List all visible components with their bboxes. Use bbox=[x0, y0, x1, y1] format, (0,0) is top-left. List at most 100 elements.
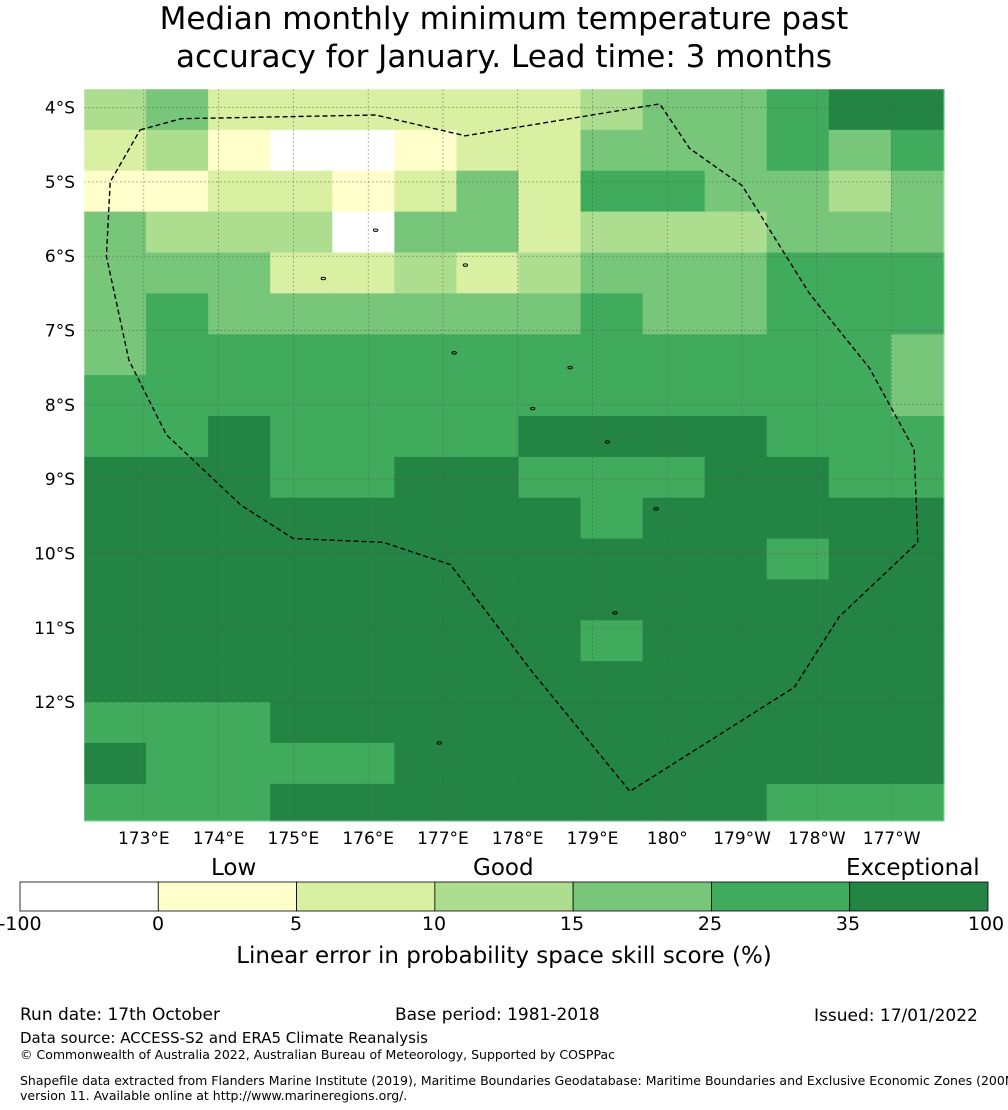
island-outline bbox=[436, 741, 442, 745]
grid-cell bbox=[332, 375, 395, 417]
grid-cell bbox=[208, 579, 271, 621]
grid-cell bbox=[146, 252, 209, 294]
lat-tick-label: 5°S bbox=[45, 173, 75, 193]
grid-cell bbox=[828, 661, 892, 703]
shapefile-credit-line-1: Shapefile data extracted from Flanders M… bbox=[20, 1073, 1008, 1088]
grid-cell bbox=[890, 579, 945, 621]
grid-cell bbox=[84, 375, 147, 417]
grid-cell bbox=[766, 783, 830, 822]
grid-cell bbox=[270, 579, 333, 621]
island-outline bbox=[567, 365, 573, 370]
grid-cell bbox=[456, 375, 520, 417]
grid-cell bbox=[580, 293, 644, 335]
grid-cell bbox=[456, 742, 520, 785]
grid-cell bbox=[84, 456, 147, 499]
lon-tick-label: 178°W bbox=[788, 829, 846, 849]
grid-cell bbox=[84, 252, 147, 294]
grid-cell bbox=[394, 293, 458, 335]
grid-cell bbox=[270, 211, 333, 254]
grid-cell bbox=[332, 293, 395, 335]
grid-cell bbox=[518, 415, 582, 458]
grid-cell bbox=[332, 89, 395, 131]
grid-cell bbox=[704, 293, 768, 335]
grid-cell bbox=[580, 129, 644, 172]
grid-cell bbox=[332, 579, 395, 621]
grid-cell bbox=[766, 538, 830, 581]
grid-cell bbox=[146, 497, 209, 540]
grid-cell bbox=[518, 334, 582, 376]
grid-cell bbox=[456, 661, 520, 703]
grid-cell bbox=[270, 702, 333, 744]
grid-cell bbox=[394, 538, 458, 581]
grid-cell bbox=[332, 620, 395, 662]
grid-cell bbox=[642, 620, 706, 662]
grid-cell bbox=[890, 661, 945, 703]
grid-cell bbox=[642, 129, 706, 172]
grid-cell bbox=[270, 129, 333, 172]
grid-cell bbox=[146, 661, 209, 703]
grid-cell bbox=[394, 89, 458, 131]
grid-cell bbox=[828, 538, 892, 581]
grid-cell bbox=[208, 702, 271, 744]
grid-cell bbox=[146, 783, 209, 822]
grid-cell bbox=[208, 89, 271, 131]
eez-boundary bbox=[105, 103, 919, 793]
title-line-1: Median monthly minimum temperature past bbox=[159, 1, 849, 37]
grid-cell bbox=[332, 415, 395, 458]
grid-cell bbox=[84, 293, 147, 335]
colorbar-swatch bbox=[296, 881, 436, 912]
grid-cell bbox=[828, 702, 892, 744]
lon-tick-label: 174°E bbox=[193, 829, 245, 849]
grid-cell bbox=[518, 742, 582, 785]
grid-cell bbox=[518, 702, 582, 744]
grid-cell bbox=[580, 456, 644, 499]
grid-cell bbox=[890, 538, 945, 581]
grid-cell bbox=[642, 375, 706, 417]
grid-cell bbox=[766, 497, 830, 540]
grid-cell bbox=[146, 375, 209, 417]
grid-cell bbox=[456, 620, 520, 662]
grid-cell bbox=[642, 293, 706, 335]
grid-cell bbox=[208, 211, 271, 254]
grid-cell bbox=[146, 579, 209, 621]
grid-cell bbox=[766, 211, 830, 254]
grid-cell bbox=[642, 252, 706, 294]
grid-cell bbox=[766, 170, 830, 213]
grid-cell bbox=[518, 252, 582, 294]
grid-cell bbox=[890, 293, 945, 335]
skill-grid bbox=[84, 89, 945, 822]
colorbar-swatch bbox=[849, 881, 989, 912]
grid-cell bbox=[580, 661, 644, 703]
grid-cell bbox=[84, 538, 147, 581]
grid-cell bbox=[270, 783, 333, 822]
grid-cell bbox=[84, 742, 147, 785]
grid-cell bbox=[704, 661, 768, 703]
grid-cell bbox=[208, 783, 271, 822]
island-outline bbox=[451, 351, 457, 355]
grid-cell bbox=[146, 170, 209, 213]
grid-cell bbox=[704, 742, 768, 785]
grid-cell bbox=[394, 742, 458, 785]
grid-cell bbox=[890, 129, 945, 172]
grid-cell bbox=[828, 497, 892, 540]
grid-cell bbox=[332, 661, 395, 703]
colorbar-swatch bbox=[19, 881, 159, 912]
colorbar-swatch bbox=[434, 881, 574, 912]
island-outline bbox=[604, 440, 611, 444]
grid-cell bbox=[270, 456, 333, 499]
grid-cell bbox=[518, 497, 582, 540]
grid-cell bbox=[642, 538, 706, 581]
island-outline bbox=[529, 406, 536, 411]
grid-cell bbox=[890, 702, 945, 744]
grid-cell bbox=[518, 456, 582, 499]
grid-cell bbox=[828, 579, 892, 621]
grid-cell bbox=[394, 375, 458, 417]
grid-cell bbox=[890, 456, 945, 499]
grid-cell bbox=[890, 375, 945, 417]
lat-tick-label: 6°S bbox=[45, 247, 75, 267]
grid-cell bbox=[518, 89, 582, 131]
run-date: Run date: 17th October bbox=[20, 1005, 220, 1025]
grid-cell bbox=[828, 620, 892, 662]
grid-cell bbox=[270, 742, 333, 785]
grid-cell bbox=[580, 620, 644, 662]
